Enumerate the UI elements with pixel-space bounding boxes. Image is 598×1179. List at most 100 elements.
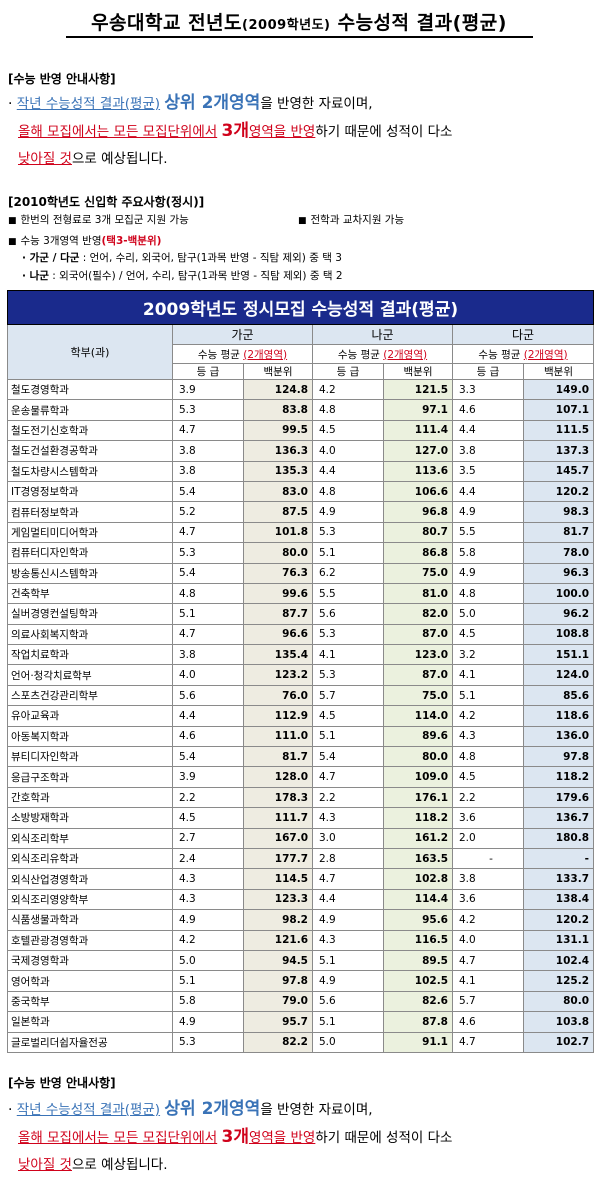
- grade-header: 등 급: [452, 363, 524, 380]
- dept-name: 응급구조학과: [7, 766, 173, 788]
- dept-name: 실버경영컨설팅학과: [7, 603, 173, 625]
- grade-da: 4.3: [452, 725, 524, 748]
- pct-ga: 121.6: [243, 929, 313, 951]
- dept-name: 뷰티디자인학과: [7, 746, 173, 768]
- grade-header: 등 급: [172, 363, 244, 380]
- grade-ga: 5.3: [172, 399, 244, 421]
- notice-l2a: 올해 모집에서는 모든 모집단위에서: [18, 124, 218, 140]
- pct-na: 75.0: [383, 562, 453, 584]
- grade-na: 4.0: [312, 440, 384, 462]
- pct-da: 133.7: [522, 868, 595, 890]
- dept-name: IT경영정보학과: [7, 480, 173, 503]
- dept-name: 간호학과: [7, 786, 173, 809]
- table-row: 외식조리유학과 2.4 177.7 2.8 163.5- -: [7, 847, 595, 870]
- grade-da: 4.2: [452, 909, 524, 931]
- pct-da: 125.2: [522, 970, 595, 992]
- table-row: 호텔관광경영학과 4.2 121.6 4.3 116.5 4.0 131.1: [7, 929, 595, 951]
- pct-na: 114.4: [383, 888, 453, 911]
- grade-na: 4.7: [312, 868, 384, 890]
- table-row: 식품생물과학과 4.9 98.2 4.9 95.6 4.2 120.2: [7, 909, 595, 931]
- table-row: 컴퓨터정보학과 5.2 87.5 4.9 96.8 4.9 98.3: [7, 501, 595, 523]
- notice-l2d: 하기 때문에 성적이 다소: [315, 124, 453, 140]
- title-underline: [66, 36, 533, 38]
- dept-name: 아동복지학과: [7, 725, 173, 748]
- dept-name: 철도전기신호학과: [7, 419, 173, 442]
- info-item-2: ■ 전학과 교차지원 가능: [298, 212, 404, 227]
- pct-da: -: [522, 847, 595, 870]
- table-row: 운송물류학과 5.3 83.8 4.8 97.1 4.6 107.1: [7, 399, 595, 421]
- table-row: 건축학부 4.8 99.6 5.5 81.0 4.8 100.0: [7, 582, 595, 605]
- grade-header: 등 급: [312, 363, 384, 380]
- pct-ga: 80.0: [243, 542, 313, 564]
- grade-ga: 2.7: [172, 827, 244, 849]
- grade-da: 4.9: [452, 562, 524, 584]
- dept-name: 언어·청각치료학부: [7, 664, 173, 686]
- pct-ga: 76.3: [243, 562, 313, 584]
- pct-ga: 114.5: [243, 868, 313, 890]
- pct-ga: 124.8: [243, 378, 313, 401]
- info-item1-text: 한번의 전형료로 3개 모집군 지원 가능: [20, 214, 189, 226]
- table-row: 국제경영학과 5.0 94.5 5.1 89.5 4.7 102.4: [7, 949, 595, 972]
- grade-da: 3.6: [452, 807, 524, 829]
- grade-na: 4.4: [312, 888, 384, 911]
- grade-na: 5.1: [312, 542, 384, 564]
- grade-ga: 3.8: [172, 440, 244, 462]
- table-row: 스포츠건강관리학부 5.6 76.0 5.7 75.0 5.1 85.6: [7, 684, 595, 707]
- dept-name: 의료사회복지학과: [7, 623, 173, 646]
- notice-l3b: 으로 예상됩니다.: [71, 1157, 168, 1173]
- grade-da: 3.2: [452, 644, 524, 666]
- grade-na: 4.8: [312, 480, 384, 503]
- pct-ga: 112.9: [243, 705, 313, 727]
- group-header-na: 나군: [312, 324, 453, 345]
- notice-l2c: 영역을 반영: [248, 124, 316, 140]
- pct-da: 107.1: [522, 399, 595, 421]
- table-body: 철도경영학과 3.9 124.8 4.2 121.5 3.3 149.0 운송물류학과 5.3 8…: [7, 378, 595, 1053]
- grade-na: 2.8: [312, 847, 384, 870]
- pct-da: 118.2: [522, 766, 595, 788]
- pct-ga: 97.8: [243, 970, 313, 992]
- grade-ga: 4.9: [172, 909, 244, 931]
- pct-na: 82.0: [383, 603, 453, 625]
- grade-ga: 5.3: [172, 1031, 244, 1053]
- grade-na: 4.8: [312, 399, 384, 421]
- dept-name: 외식조리학부: [7, 827, 173, 849]
- notice-block-bottom: · 작년 수능성적 결과(평균) 상위 2개영역을 반영한 자료이며, 올해 모…: [8, 1096, 593, 1179]
- grade-na: 5.1: [312, 949, 384, 972]
- pct-na: 127.0: [383, 440, 453, 462]
- avg-header-ga: 수능 평균 (2개영역): [172, 344, 313, 364]
- pct-da: 111.5: [522, 419, 595, 442]
- notice-l2b: 3개: [221, 1127, 249, 1147]
- grade-na: 5.3: [312, 623, 384, 646]
- pct-da: 81.7: [522, 521, 595, 544]
- grade-da: 4.4: [452, 419, 524, 442]
- grade-na: 4.5: [312, 705, 384, 727]
- grade-da: 4.5: [452, 623, 524, 646]
- dept-header: 학부(과): [7, 324, 173, 380]
- pct-ga: 135.4: [243, 644, 313, 666]
- grade-ga: 2.2: [172, 786, 244, 809]
- grade-da: 4.4: [452, 480, 524, 503]
- pct-da: 180.8: [522, 827, 595, 849]
- grade-da: 5.5: [452, 521, 524, 544]
- grade-na: 4.3: [312, 807, 384, 829]
- square-icon: ■: [8, 216, 17, 226]
- pct-na: 121.5: [383, 378, 453, 401]
- pct-ga: 87.5: [243, 501, 313, 523]
- pct-na: 87.8: [383, 1011, 453, 1033]
- score-table: 2009학년도 정시모집 수능성적 결과(평균) 학부(과) 가군 나군 다군 …: [6, 290, 595, 1053]
- info-item3b: (택3-백분위): [101, 235, 162, 247]
- info-item-1: ■ 한번의 전형료로 3개 모집군 지원 가능: [8, 212, 189, 227]
- pct-da: 97.8: [522, 746, 595, 768]
- notice-l3a: 낮아질 것: [18, 1157, 72, 1173]
- square-icon: ■: [8, 237, 17, 247]
- notice-l2b: 3개: [221, 121, 249, 141]
- dept-name: 중국학부: [7, 990, 173, 1013]
- grade-na: 5.3: [312, 521, 384, 544]
- grade-na: 4.3: [312, 929, 384, 951]
- table-row: 철도전기신호학과 4.7 99.5 4.5 111.4 4.4 111.5: [7, 419, 595, 442]
- square-icon: ■: [298, 216, 307, 226]
- pct-na: 116.5: [383, 929, 453, 951]
- dept-name: 국제경영학과: [7, 949, 173, 972]
- pct-da: 137.3: [522, 440, 595, 462]
- info-sub2a: · 나군: [22, 270, 49, 282]
